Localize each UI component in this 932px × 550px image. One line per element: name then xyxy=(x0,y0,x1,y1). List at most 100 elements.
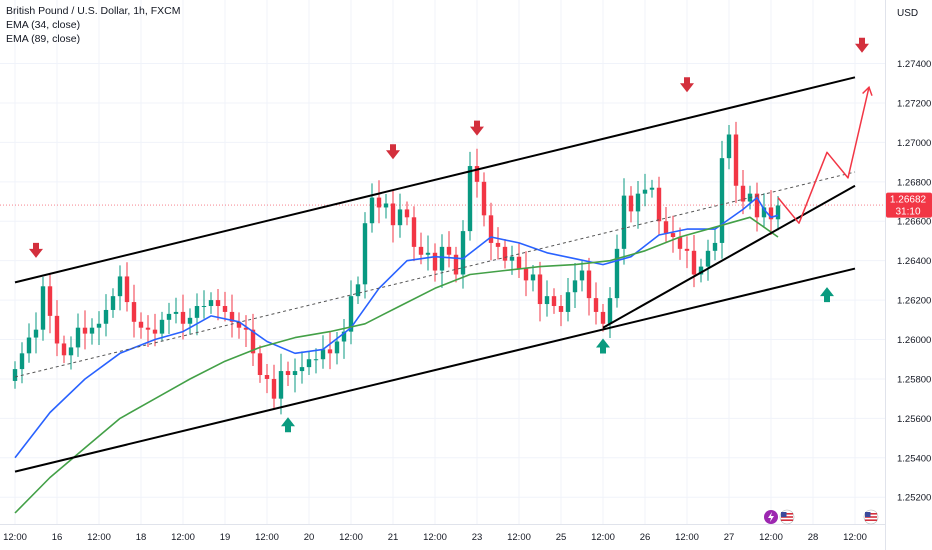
ema34-legend[interactable]: EMA (34, close) xyxy=(6,19,81,31)
x-tick-label: 12:00 xyxy=(339,532,363,543)
down-arrow-marker xyxy=(386,144,400,160)
y-tick-label: 1.25600 xyxy=(897,414,931,425)
candle-body xyxy=(397,209,403,226)
y-tick-label: 1.27000 xyxy=(897,138,931,149)
candle-body xyxy=(61,343,67,356)
candle-body xyxy=(558,306,564,312)
candle-body xyxy=(40,286,46,330)
candle-body xyxy=(12,369,18,381)
event-icons[interactable] xyxy=(764,509,879,525)
candle-body xyxy=(481,181,487,216)
channel-lower-line xyxy=(14,267,856,473)
x-tick-label: 23 xyxy=(472,532,483,543)
x-tick-label: 12:00 xyxy=(507,532,531,543)
candle-body xyxy=(740,185,746,202)
x-tick-label: 12:00 xyxy=(423,532,447,543)
candle-body xyxy=(572,280,578,293)
us-flag-icon[interactable] xyxy=(779,509,795,525)
candle-body xyxy=(383,203,389,208)
candle-body xyxy=(446,246,452,255)
x-tick-label: 20 xyxy=(304,532,315,543)
candle-body xyxy=(509,256,515,261)
candle-body xyxy=(467,166,473,232)
candle-body xyxy=(187,317,193,324)
candle-body xyxy=(425,252,431,255)
ema-lines xyxy=(14,196,779,514)
candle-body xyxy=(579,270,585,281)
candle-body xyxy=(362,223,368,285)
chart-legend: British Pound / U.S. Dollar, 1h, FXCM EM… xyxy=(6,4,180,46)
projection-arrowhead xyxy=(862,85,873,96)
x-tick-label: 12:00 xyxy=(591,532,615,543)
up-arrow-marker xyxy=(281,417,295,433)
candle-body xyxy=(474,166,480,182)
y-tick-label: 1.27200 xyxy=(897,98,931,109)
support-trendline xyxy=(602,184,856,329)
candle-body xyxy=(278,371,284,399)
candle-body xyxy=(334,341,340,354)
candle-body xyxy=(341,331,347,342)
candle-body xyxy=(523,268,529,281)
price-tag: 1.26682 31:10 xyxy=(886,192,932,218)
price-tag-countdown: 31:10 xyxy=(895,207,920,218)
symbol-title[interactable]: British Pound / U.S. Dollar, 1h, FXCM xyxy=(6,5,181,17)
y-tick-label: 1.26000 xyxy=(897,335,931,346)
candle-body xyxy=(656,187,662,222)
candle-body xyxy=(663,221,669,234)
candle-body xyxy=(670,233,676,238)
candle-body xyxy=(180,311,186,324)
candle-body xyxy=(761,207,767,218)
candle-body xyxy=(348,296,354,332)
channel-midline xyxy=(14,171,856,378)
candle-body xyxy=(215,300,221,307)
candle-body xyxy=(537,274,543,305)
candle-body xyxy=(439,246,445,271)
candle-body xyxy=(47,286,53,316)
lightning-icon[interactable] xyxy=(764,510,778,524)
candle-body xyxy=(432,252,438,271)
candle-body xyxy=(54,315,60,344)
ema89-legend[interactable]: EMA (89, close) xyxy=(6,33,81,45)
us-flag-icon[interactable] xyxy=(863,509,879,525)
up-arrow-marker xyxy=(820,287,834,303)
down-arrow-marker xyxy=(680,77,694,93)
candle-body xyxy=(768,207,774,220)
candle-body xyxy=(320,349,326,360)
candle-body xyxy=(530,274,536,281)
time-scale[interactable]: 12:00 16 12:00 18 12:00 19 12:00 20 12:00 21 12:00… xyxy=(3,532,867,543)
candle-body xyxy=(691,250,697,275)
x-tick-label: 12:00 xyxy=(3,532,27,543)
x-tick-label: 25 xyxy=(556,532,567,543)
candle-body xyxy=(145,327,151,330)
price-tag-price: 1.26682 xyxy=(890,195,927,206)
candle-body xyxy=(726,134,732,159)
candle-body xyxy=(621,195,627,249)
x-tick-label: 19 xyxy=(220,532,231,543)
candle-body xyxy=(243,327,249,330)
candle-body xyxy=(488,215,494,243)
candle-body xyxy=(404,209,410,218)
candle-body xyxy=(698,266,704,275)
candle-body xyxy=(208,300,214,307)
candles xyxy=(12,121,781,415)
candle-body xyxy=(173,311,179,314)
x-tick-label: 12:00 xyxy=(675,532,699,543)
candle-body xyxy=(369,197,375,224)
candle-body xyxy=(614,248,620,299)
candle-body xyxy=(271,378,277,399)
candle-body xyxy=(600,311,606,324)
candle-body xyxy=(236,321,242,328)
currency-label[interactable]: USD xyxy=(897,8,918,19)
candle-body xyxy=(607,298,613,324)
x-tick-label: 27 xyxy=(724,532,735,543)
candle-body xyxy=(460,231,466,275)
candle-body xyxy=(68,347,74,356)
channel-upper-line xyxy=(14,76,856,284)
candle-body xyxy=(110,296,116,310)
price-scale[interactable]: 1.27400 1.27200 1.27000 1.26800 1.26600 1.264… xyxy=(897,59,931,504)
candle-body xyxy=(89,327,95,334)
candle-body xyxy=(313,359,319,361)
candle-body xyxy=(75,327,81,348)
